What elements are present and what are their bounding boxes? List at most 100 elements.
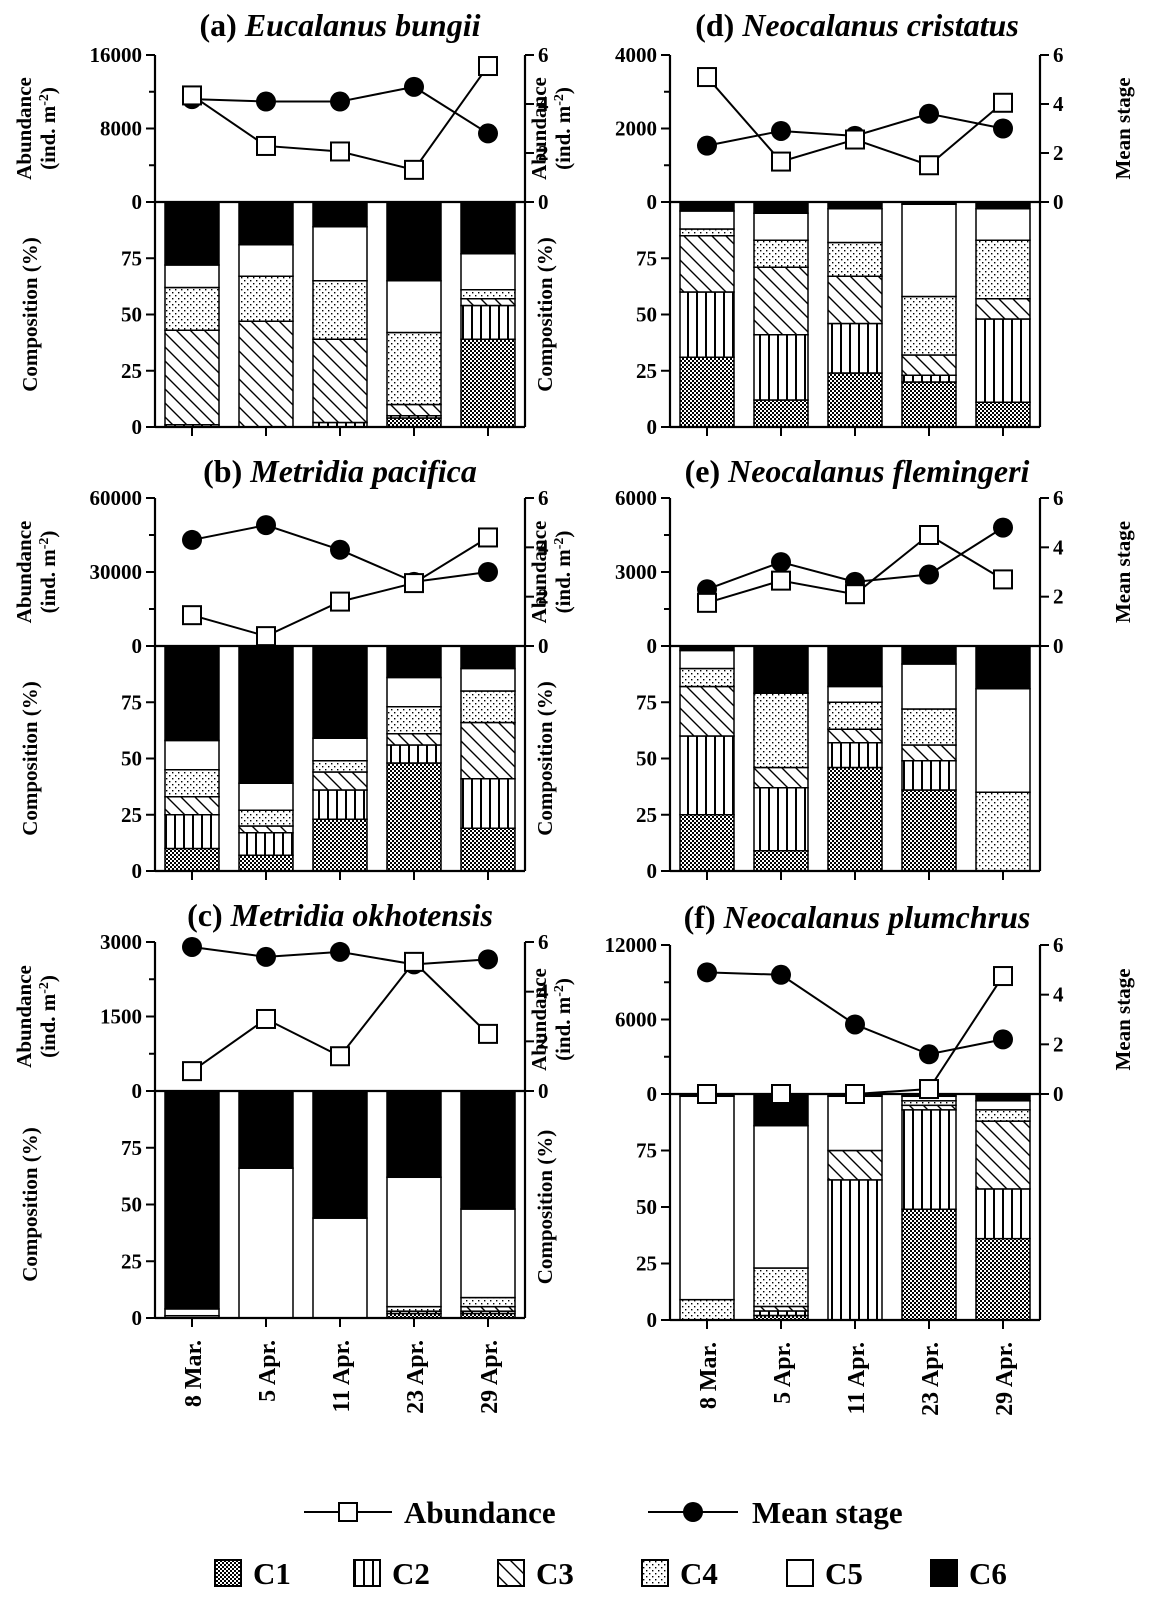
panel-d-stage-tick-label: 4 [1053, 92, 1064, 116]
panel-e-abundance-point-3 [845, 584, 865, 605]
panel-a-mean-stage-point-5 [478, 123, 498, 144]
panel-f-title: (f) Neocalanus plumchrus [684, 899, 1031, 935]
panel-f-bar-4-C2 [901, 1109, 957, 1211]
panel-d-composition-tick-label: 0 [647, 415, 658, 439]
panel-c-abundance-unit-base: (ind. m [36, 993, 60, 1058]
panel-d-abundance-tick-label: 4000 [615, 43, 657, 67]
panel-c-title-species: Metridia okhotensis [230, 897, 493, 933]
panel-c-abundance-unit: (ind. m-2) [36, 975, 60, 1058]
panel-e-bar-4-C1 [901, 789, 957, 872]
panel-e-bar-4-C3 [901, 744, 957, 762]
panel-e-title-species: Neocalanus flemingeri [727, 453, 1029, 489]
panel-f-mean-stage-line [706, 971, 1004, 1056]
panel-b-bar-1-C3 [164, 796, 220, 816]
panel-e-bar-1-C4 [679, 667, 735, 688]
panel-a-bar-1-C4 [164, 286, 220, 331]
panel-e-bar-2-C3 [753, 766, 809, 789]
panel-a-stage-tick-label: 2 [538, 141, 549, 165]
panel-c-bar-5-C5 [460, 1208, 516, 1299]
panel-d-title-species: Neocalanus cristatus [741, 7, 1018, 43]
panel-e-abundance-unit-base: (ind. m [551, 549, 575, 614]
panel-b-abundance-unit-exp: -2 [37, 538, 52, 550]
date-label-right-2: 5 Apr. [770, 1342, 796, 1404]
panel-d-bar-1-C3 [679, 235, 735, 293]
panel-c-stage-tick-label: 6 [538, 930, 549, 954]
panel-b-abundance-tick-label: 30000 [90, 560, 143, 584]
panel-b: (b) Metridia pacifica 0 30000 60000 0 2 4 6 0 25 5… [12, 453, 549, 883]
panel-e-bar-4-C4 [901, 708, 957, 746]
panel-a-bar-2-C5 [238, 244, 294, 277]
panel-c-bar-1-C5 [164, 1308, 220, 1317]
panel-a-abundance-label: Abundance [12, 77, 36, 180]
panel-c-composition-tick-label: 25 [121, 1249, 142, 1273]
date-label-right-4: 23 Apr. [918, 1342, 944, 1416]
panel-e-bar-4-C5 [901, 663, 957, 710]
panel-d-bar-3-C4 [827, 241, 883, 277]
panel-a-abundance-unit-close: ) [36, 87, 60, 94]
panel-f-abundance-point-2 [771, 1084, 791, 1104]
panel-a-abundance-point-2 [256, 135, 276, 156]
panel-a-bar-2-C6 [238, 201, 294, 246]
panel-e-composition-label: Composition (%) [533, 681, 557, 836]
panel-e-bar-5-C6 [975, 645, 1031, 690]
panel-e-bar-2-C1 [753, 850, 809, 872]
panel-f-title-label: (f) [684, 899, 724, 935]
panel-d-abundance-tick-label: 2000 [615, 117, 657, 141]
panel-e-abundance-tick-label: 6000 [615, 486, 657, 510]
panel-f-stage-tick-label: 0 [1053, 1082, 1064, 1106]
panel-b-bar-2-C6 [238, 645, 294, 784]
panel-d-composition-tick-label: 50 [636, 303, 657, 327]
panel-d-abundance-point-1 [697, 67, 717, 88]
panel-c-composition-tick-label: 50 [121, 1193, 142, 1217]
panel-b-abundance-label: Abundance [12, 521, 36, 624]
panel-b-bar-4-C2 [386, 744, 442, 764]
panel-d-bar-1-C6 [679, 201, 735, 212]
panel-f-composition-tick-label: 0 [647, 1308, 658, 1332]
panel-c-bar-2-C5 [238, 1167, 294, 1319]
panel-d-abundance-unit-exp: -2 [552, 94, 567, 106]
panel-e-bar-3-C4 [827, 701, 883, 730]
panel-b-bar-1-C1 [164, 847, 220, 872]
panel-f-bar-4-C1 [901, 1208, 957, 1321]
panel-f-bar-1-C4 [679, 1298, 735, 1321]
panel-c-bar-5-C6 [460, 1090, 516, 1210]
panel-c-bar-3-C6 [312, 1090, 368, 1219]
panel-c-abundance-tick-label: 0 [132, 1079, 143, 1103]
panel-e-bar-3-C6 [827, 645, 883, 688]
legend-swatch-C4 [641, 1559, 669, 1587]
panel-f-abundance-tick-label: 6000 [615, 1008, 657, 1032]
panel-d-bar-2-C6 [753, 201, 809, 214]
panel-e-bar-5-C5 [975, 688, 1031, 793]
panel-f-bar-2-C5 [753, 1124, 809, 1269]
panel-b-bar-5-C1 [460, 827, 516, 872]
panel-b-bar-3-C3 [312, 771, 368, 791]
panel-c-abundance-label: Abundance [12, 965, 36, 1068]
panel-e-stage-tick-label: 2 [1053, 585, 1064, 609]
legend-mean-stage-label: Mean stage [752, 1495, 903, 1530]
date-label-left-3: 11 Apr. [329, 1340, 355, 1412]
panel-e-abundance-unit: (ind. m-2) [551, 531, 575, 614]
panel-d-composition-tick-label: 75 [636, 246, 657, 270]
panel-d-bar-5-C3 [975, 298, 1031, 320]
panel-b-bar-3-C6 [312, 645, 368, 739]
panel-b-bar-1-C2 [164, 814, 220, 850]
panel-f-bar-5-C3 [975, 1120, 1031, 1190]
date-labels-layer: 8 Mar. 5 Apr. 11 Apr. 23 Apr. 29 Apr. 8 Mar. 5… [181, 1340, 1018, 1416]
panel-e-bar-3-C5 [827, 685, 883, 703]
legend-label-C2: C2 [392, 1556, 430, 1591]
panel-a-bar-1-C6 [164, 201, 220, 266]
legend-swatch-C3 [497, 1559, 525, 1587]
panel-d-bar-4-C4 [901, 295, 957, 356]
panel-e-bar-4-C2 [901, 760, 957, 791]
panels-layer: (a) Eucalanus bungii 0 8000 16000 0 2 4 6 0 25 50 7… [12, 7, 1135, 1332]
panel-a-title-label: (a) [200, 7, 245, 43]
panel-d-bar-1-C4 [679, 228, 735, 237]
panel-b-bar-5-C4 [460, 690, 516, 724]
panel-b-composition-tick-label: 50 [121, 747, 142, 771]
panel-d-bar-5-C1 [975, 401, 1031, 428]
panel-b-bar-5-C3 [460, 721, 516, 780]
panel-d-bar-5-C2 [975, 318, 1031, 403]
panel-d-bar-5-C4 [975, 239, 1031, 300]
panel-a-mean-stage-point-4 [404, 76, 424, 97]
